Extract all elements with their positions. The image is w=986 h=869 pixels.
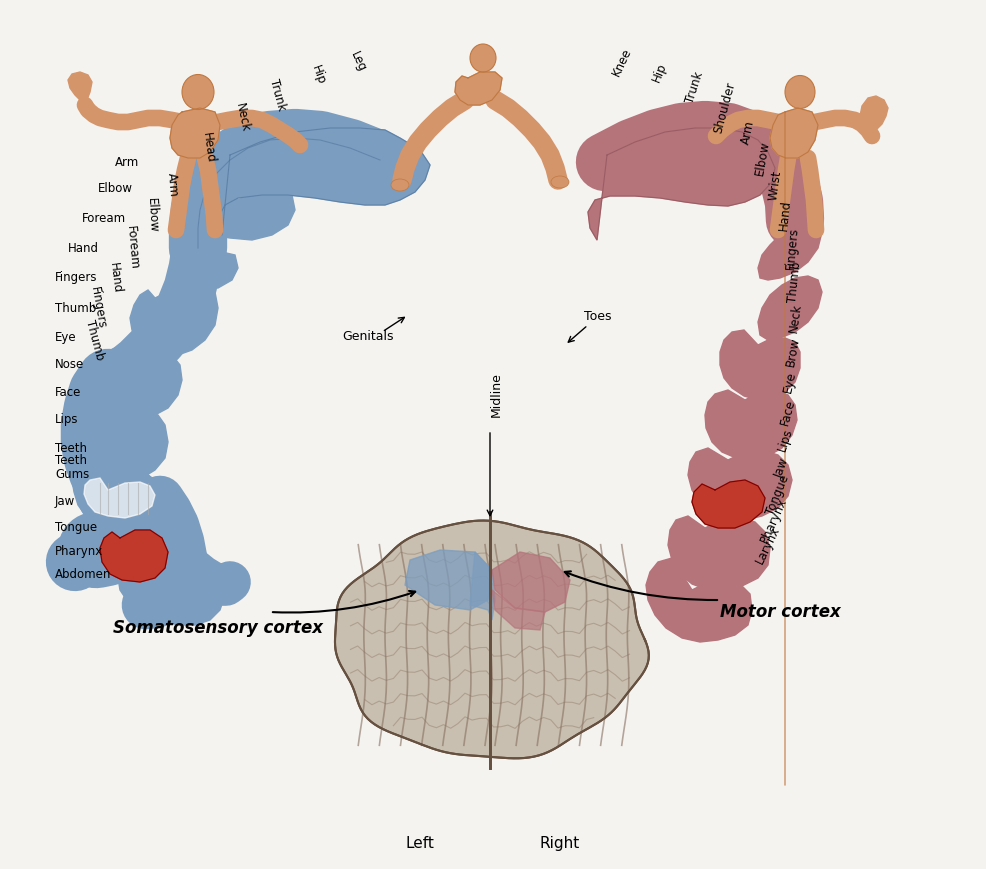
Text: Arm: Arm	[739, 119, 756, 145]
Text: Trunk: Trunk	[683, 70, 705, 105]
Polygon shape	[691, 480, 764, 528]
Ellipse shape	[550, 176, 568, 188]
Polygon shape	[491, 590, 544, 630]
Text: Tongue: Tongue	[55, 521, 97, 534]
Text: Face: Face	[55, 386, 81, 399]
Polygon shape	[719, 330, 800, 400]
Text: Toes: Toes	[584, 310, 611, 323]
Text: Hip: Hip	[650, 61, 669, 83]
Polygon shape	[218, 128, 430, 235]
Text: Tongue: Tongue	[763, 473, 791, 517]
Polygon shape	[646, 558, 751, 642]
Ellipse shape	[181, 75, 214, 109]
Text: Leg: Leg	[347, 50, 368, 74]
Polygon shape	[100, 530, 168, 582]
Text: Trunk: Trunk	[267, 77, 288, 112]
Text: Left: Left	[405, 836, 434, 851]
Polygon shape	[491, 552, 570, 612]
Polygon shape	[704, 390, 796, 460]
Polygon shape	[859, 96, 887, 136]
Polygon shape	[84, 478, 155, 518]
Text: Teeth: Teeth	[55, 441, 87, 454]
Text: Thumb: Thumb	[786, 261, 803, 303]
Text: Foream: Foream	[123, 225, 140, 270]
Text: Pharynx: Pharynx	[55, 546, 104, 559]
Polygon shape	[757, 218, 821, 280]
Text: Knee: Knee	[609, 46, 634, 78]
Text: Wrist: Wrist	[766, 169, 783, 201]
Text: Elbow: Elbow	[98, 182, 133, 195]
Text: Arm: Arm	[115, 156, 139, 169]
Polygon shape	[174, 252, 238, 288]
Text: Elbow: Elbow	[144, 197, 160, 233]
Text: Nose: Nose	[55, 359, 84, 372]
Text: Fingers: Fingers	[55, 271, 98, 284]
Polygon shape	[72, 460, 162, 522]
Text: Neck: Neck	[233, 103, 251, 134]
Polygon shape	[130, 285, 218, 355]
Polygon shape	[334, 521, 648, 759]
Polygon shape	[469, 552, 495, 620]
Text: Brow: Brow	[783, 336, 802, 368]
Polygon shape	[757, 276, 821, 340]
Polygon shape	[68, 72, 92, 105]
Text: Head: Head	[199, 132, 216, 164]
Text: Lips: Lips	[55, 414, 79, 427]
Text: Arm: Arm	[165, 172, 179, 197]
Polygon shape	[118, 556, 225, 625]
Polygon shape	[455, 72, 502, 105]
Text: Right: Right	[539, 836, 580, 851]
Text: Face: Face	[778, 398, 797, 427]
Polygon shape	[83, 408, 168, 482]
Ellipse shape	[784, 76, 814, 109]
Text: Thumb: Thumb	[55, 302, 97, 315]
Polygon shape	[170, 108, 220, 158]
Text: Elbow: Elbow	[751, 140, 771, 176]
Text: Larynx: Larynx	[752, 524, 782, 566]
Text: Fingers: Fingers	[783, 226, 800, 269]
Polygon shape	[82, 508, 177, 578]
Text: Somatosensory cortex: Somatosensory cortex	[112, 619, 322, 637]
Text: Motor cortex: Motor cortex	[719, 603, 839, 621]
Text: Hip: Hip	[309, 63, 327, 86]
Text: Hand: Hand	[776, 199, 793, 231]
Text: Pharynx: Pharynx	[757, 495, 789, 545]
Text: Fingers: Fingers	[88, 286, 108, 330]
Text: Teeth: Teeth	[55, 454, 87, 467]
Text: Genitals: Genitals	[342, 330, 393, 343]
Polygon shape	[769, 108, 817, 158]
Text: Eye: Eye	[55, 331, 77, 344]
Text: Hand: Hand	[68, 242, 99, 255]
Ellipse shape	[469, 44, 496, 72]
Text: Shoulder: Shoulder	[711, 81, 738, 135]
Text: Midline: Midline	[489, 373, 502, 417]
Ellipse shape	[390, 179, 408, 191]
Polygon shape	[668, 516, 769, 590]
Text: Lips: Lips	[774, 427, 794, 454]
Text: Eye: Eye	[781, 370, 798, 394]
Polygon shape	[404, 550, 491, 610]
Text: Jaw: Jaw	[55, 495, 75, 508]
Polygon shape	[98, 348, 181, 418]
Text: Jaw: Jaw	[772, 456, 791, 480]
Polygon shape	[687, 448, 791, 520]
Polygon shape	[588, 128, 774, 240]
Text: Abdomen: Abdomen	[55, 568, 111, 581]
Text: Hand: Hand	[106, 262, 123, 295]
Polygon shape	[192, 192, 295, 258]
Text: Thumb: Thumb	[83, 318, 106, 362]
Text: Gums: Gums	[55, 468, 89, 481]
Text: Neck: Neck	[786, 302, 803, 334]
Text: Foream: Foream	[82, 211, 126, 224]
